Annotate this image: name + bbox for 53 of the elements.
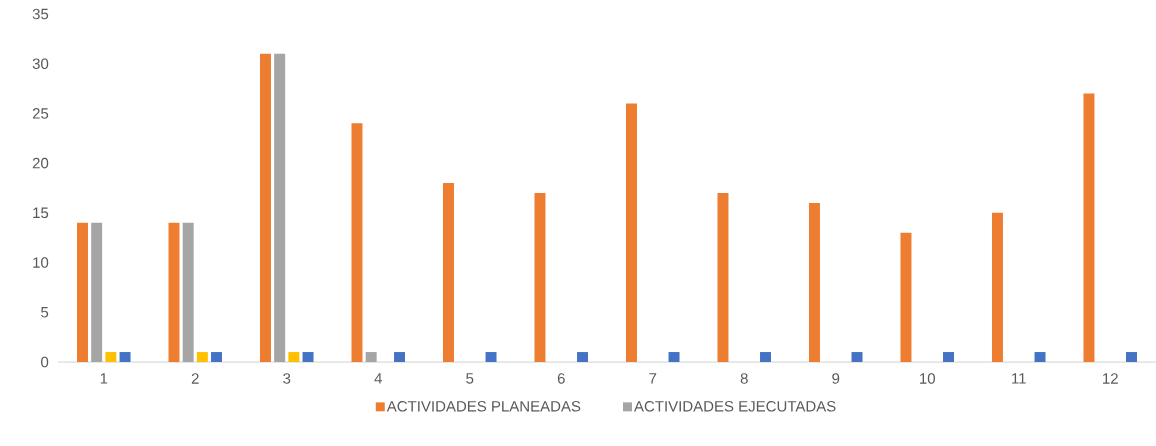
bar <box>182 222 194 362</box>
legend-label: ACTIVIDADES PLANEADAS <box>386 400 581 412</box>
x-tick-label: 9 <box>832 373 840 384</box>
y-tick-label: 20 <box>32 157 49 169</box>
x-tick-label: 12 <box>1103 373 1118 384</box>
x-tick-label: 11 <box>1012 373 1026 384</box>
bar <box>119 352 131 362</box>
bar <box>1034 352 1046 362</box>
bar <box>351 123 363 362</box>
bar <box>760 352 772 362</box>
bar <box>1083 93 1095 362</box>
bar <box>211 352 223 362</box>
y-tick-label: 25 <box>32 108 49 119</box>
y-tick-label: 5 <box>41 307 49 318</box>
x-tick-label: 10 <box>920 373 935 384</box>
legend-label: ACTIVIDADES EJECUTADAS <box>634 400 836 412</box>
x-tick-label: 7 <box>649 373 657 384</box>
x-tick-label: 1 <box>100 373 108 384</box>
bar <box>851 352 863 362</box>
bar <box>808 202 820 362</box>
y-tick-label: 35 <box>32 8 49 20</box>
y-tick-label: 15 <box>33 207 49 219</box>
x-tick-label: 6 <box>557 373 565 384</box>
x-tick-label: 8 <box>740 373 748 384</box>
bar <box>394 352 406 362</box>
bar <box>91 222 103 362</box>
bar <box>943 352 955 362</box>
bar <box>991 212 1003 362</box>
x-tick-label: 3 <box>283 373 291 384</box>
bar <box>1126 352 1138 362</box>
bar <box>717 192 729 362</box>
bar <box>668 352 680 362</box>
bar <box>485 352 497 362</box>
y-tick-label: 30 <box>32 58 49 70</box>
bar <box>274 53 286 362</box>
bar <box>77 222 88 362</box>
bar <box>900 232 912 362</box>
x-tick-label: 5 <box>466 373 474 384</box>
bar <box>168 222 180 362</box>
bar <box>577 352 589 362</box>
bar <box>625 103 637 362</box>
y-tick-label: 0 <box>41 356 49 368</box>
bar <box>196 352 208 362</box>
x-tick-label: 2 <box>191 373 199 384</box>
bar <box>288 352 300 362</box>
y-tick-label: 10 <box>33 257 49 268</box>
bar <box>302 352 314 362</box>
bar <box>365 352 377 362</box>
bar <box>260 53 271 362</box>
bar <box>443 183 454 362</box>
x-tick-label: 4 <box>374 373 382 384</box>
bar <box>534 192 546 362</box>
bar <box>105 352 117 362</box>
